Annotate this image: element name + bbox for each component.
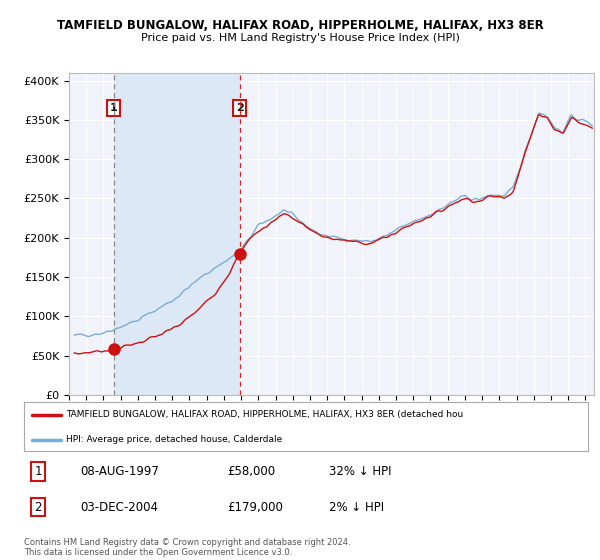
Text: £58,000: £58,000 (227, 465, 275, 478)
Text: HPI: Average price, detached house, Calderdale: HPI: Average price, detached house, Cald… (66, 436, 283, 445)
Text: TAMFIELD BUNGALOW, HALIFAX ROAD, HIPPERHOLME, HALIFAX, HX3 8ER (detached hou: TAMFIELD BUNGALOW, HALIFAX ROAD, HIPPERH… (66, 410, 464, 419)
Text: 2: 2 (236, 103, 244, 113)
Text: Price paid vs. HM Land Registry's House Price Index (HPI): Price paid vs. HM Land Registry's House … (140, 32, 460, 43)
Text: TAMFIELD BUNGALOW, HALIFAX ROAD, HIPPERHOLME, HALIFAX, HX3 8ER: TAMFIELD BUNGALOW, HALIFAX ROAD, HIPPERH… (56, 20, 544, 32)
Text: 32% ↓ HPI: 32% ↓ HPI (329, 465, 391, 478)
Text: 2: 2 (34, 501, 42, 514)
Text: 2% ↓ HPI: 2% ↓ HPI (329, 501, 383, 514)
Text: Contains HM Land Registry data © Crown copyright and database right 2024.
This d: Contains HM Land Registry data © Crown c… (24, 538, 350, 557)
Text: £179,000: £179,000 (227, 501, 283, 514)
Text: 03-DEC-2004: 03-DEC-2004 (80, 501, 158, 514)
Text: 1: 1 (110, 103, 118, 113)
Text: 08-AUG-1997: 08-AUG-1997 (80, 465, 159, 478)
Bar (114, 73, 240, 395)
Text: 1: 1 (34, 465, 42, 478)
